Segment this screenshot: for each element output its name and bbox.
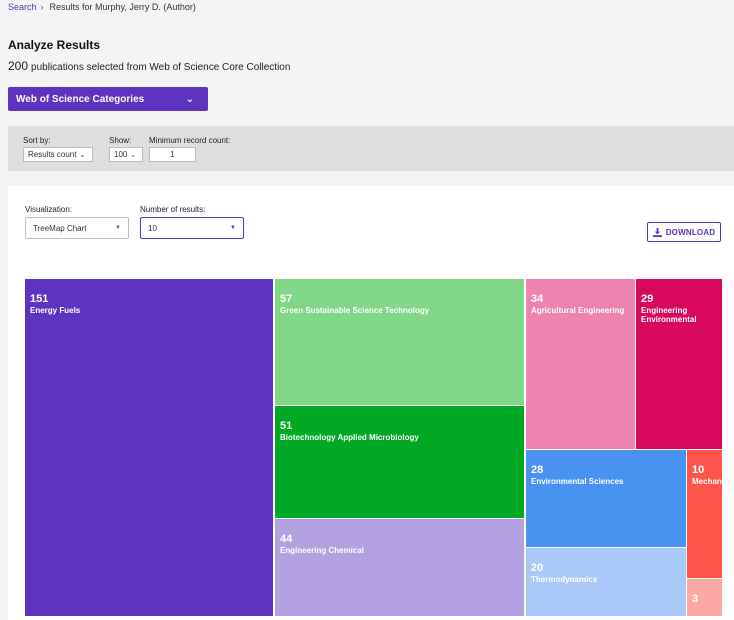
tile-label: Mechan xyxy=(692,477,722,486)
sort-value: Results count xyxy=(28,150,77,159)
tile-value: 151 xyxy=(30,293,49,305)
treemap-tile[interactable]: 51 Biotechnology Applied Microbiology xyxy=(275,406,524,518)
visualization-value: TreeMap Chart xyxy=(33,223,87,233)
treemap-tile[interactable]: 151 Energy Fuels xyxy=(25,279,273,616)
tile-value: 10 xyxy=(692,464,705,476)
tile-label: Agricultural Engineering xyxy=(531,306,625,315)
results-summary-text: publications selected from Web of Scienc… xyxy=(31,62,291,73)
breadcrumb-current: Results for Murphy, Jerry D. (Author) xyxy=(49,2,196,12)
tile-value: 20 xyxy=(531,562,544,574)
tile-value: 3 xyxy=(692,593,699,605)
treemap-tile[interactable]: 34 Agricultural Engineering xyxy=(526,279,635,449)
filter-bar: Sort by: Results count ⌄ Show: 100 ⌄ Min… xyxy=(8,126,734,171)
sort-select[interactable]: Results count ⌄ xyxy=(23,147,93,162)
tile-value: 51 xyxy=(280,420,293,432)
chevron-down-icon: ⌄ xyxy=(185,93,194,105)
visualization-select[interactable]: TreeMap Chart ▼ xyxy=(25,217,129,239)
category-select[interactable]: Web of Science Categories ⌄ xyxy=(8,87,208,111)
tile-value: 44 xyxy=(280,533,293,545)
tile-value: 29 xyxy=(641,293,654,305)
download-icon xyxy=(652,227,662,237)
tile-label: Environmental Sciences xyxy=(531,477,624,486)
tile-label: Biotechnology Applied Microbiology xyxy=(280,433,419,442)
tile-value: 34 xyxy=(531,293,544,305)
results-number-label: Number of results: xyxy=(140,205,206,214)
tile-label: Green Sustainable Science Technology xyxy=(280,306,430,315)
chevron-down-icon: ⌄ xyxy=(79,151,86,159)
min-count-value: 1 xyxy=(170,150,175,159)
tile-value: 28 xyxy=(531,464,544,476)
treemap-tile[interactable]: 57 Green Sustainable Science Technology xyxy=(275,279,524,405)
publication-count: 200 xyxy=(8,59,29,73)
breadcrumb-search-link[interactable]: Search xyxy=(8,2,37,12)
show-value: 100 xyxy=(114,150,128,159)
results-summary: 200 publications selected from Web of Sci… xyxy=(8,59,290,73)
results-number-select[interactable]: 10 ▼ xyxy=(140,217,244,239)
download-label: DOWNLOAD xyxy=(665,227,716,237)
treemap-tile[interactable]: 29 Engineering Environmental xyxy=(636,279,722,449)
treemap-tile[interactable]: 3 xyxy=(687,579,722,616)
tile-label: Engineering Chemical xyxy=(280,546,365,555)
treemap-tile[interactable]: 20 Thermodynamics xyxy=(526,548,686,616)
chart-panel: Visualization: TreeMap Chart ▼ Number of… xyxy=(8,186,734,620)
visualization-label: Visualization: xyxy=(25,205,72,214)
treemap-tile[interactable]: 10 Mechan xyxy=(687,450,722,578)
min-count-label: Minimum record count: xyxy=(149,136,231,145)
show-label: Show: xyxy=(109,136,132,145)
tile-label: Energy Fuels xyxy=(30,306,81,315)
page-title: Analyze Results xyxy=(8,38,101,52)
results-number-value: 10 xyxy=(148,223,157,233)
treemap-tile[interactable]: 28 Environmental Sciences xyxy=(526,450,686,547)
treemap-tile[interactable]: 44 Engineering Chemical xyxy=(275,519,524,616)
breadcrumb: Search › Results for Murphy, Jerry D. (A… xyxy=(8,2,196,12)
chevron-down-icon: ⌄ xyxy=(130,151,137,159)
chevron-right-icon: › xyxy=(40,2,44,12)
download-button[interactable]: DOWNLOAD xyxy=(647,222,721,242)
tile-label: Thermodynamics xyxy=(531,575,598,584)
caret-down-icon: ▼ xyxy=(115,225,121,231)
category-select-label: Web of Science Categories xyxy=(16,93,145,105)
tile-label: Engineering Environmental xyxy=(641,306,697,324)
show-select[interactable]: 100 ⌄ xyxy=(109,147,143,162)
sort-label: Sort by: xyxy=(23,136,51,145)
caret-down-icon: ▼ xyxy=(230,225,236,231)
tile-value: 57 xyxy=(280,293,293,305)
min-count-input[interactable]: 1 xyxy=(149,147,196,162)
